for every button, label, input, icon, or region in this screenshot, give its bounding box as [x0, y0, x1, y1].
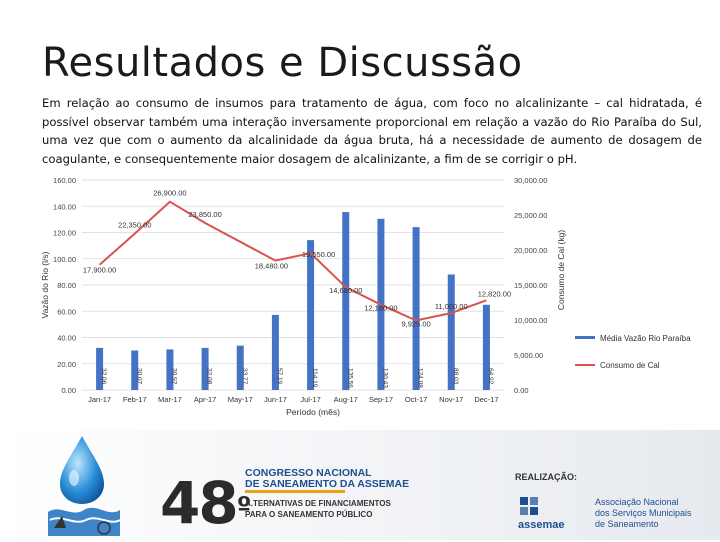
y-tick-label: 0.00 — [61, 386, 76, 395]
y2-tick-label: 15,000.00 — [514, 281, 547, 290]
assoc-line-3: de Saneamento — [595, 519, 659, 529]
line-value-label: 26,900.00 — [153, 189, 186, 198]
line-series-path — [98, 200, 487, 322]
y-tick-label: 100.00 — [53, 255, 76, 264]
bar — [307, 240, 315, 390]
legend-bar-label: Média Vazão Rio Paraíba — [600, 334, 691, 343]
y-tick-label: 120.00 — [53, 229, 76, 238]
line-value-label: 23,850.00 — [188, 210, 221, 219]
bar — [412, 227, 420, 390]
congress-name: CONGRESSO NACIONAL DE SANEAMENTO DA ASSE… — [245, 468, 409, 520]
y2-tick-label: 5,000.00 — [514, 351, 543, 360]
x-tick-label: Jun-17 — [264, 395, 287, 404]
y2-axis-title: Consumo de Cal (kg) — [556, 230, 566, 310]
bar-value-label: 135.56 — [346, 368, 353, 388]
bar-value-label: 32.06 — [100, 368, 107, 385]
x-tick-label: May-17 — [228, 395, 253, 404]
congress-line-1: CONGRESSO NACIONAL — [245, 467, 372, 479]
y-tick-label: 40.00 — [57, 334, 76, 343]
bar — [236, 345, 244, 390]
realizacao-label: REALIZAÇÃO: — [515, 472, 577, 482]
slide-title: Resultados e Discussão — [42, 40, 523, 86]
x-tick-label: Dec-17 — [474, 395, 498, 404]
bar-value-label: 64.92 — [487, 368, 494, 385]
bar-value-label: 30.92 — [170, 368, 177, 385]
y2-tick-label: 0.00 — [514, 386, 529, 395]
bar-value-label: 88.03 — [452, 368, 459, 385]
edition-suffix: º — [236, 492, 252, 522]
y2-tick-label: 10,000.00 — [514, 316, 547, 325]
assemae-logo: assemae — [518, 495, 578, 531]
line-value-label: 12,180.00 — [364, 304, 397, 313]
x-tick-label: Sep-17 — [369, 395, 393, 404]
x-tick-label: Nov-17 — [439, 395, 463, 404]
x-tick-label: Apr-17 — [194, 395, 217, 404]
line-value-label: 12,820.00 — [478, 289, 511, 298]
x-tick-label: Aug-17 — [334, 395, 358, 404]
line-value-label: 11,000.00 — [435, 302, 468, 311]
x-tick-label: Jul-17 — [300, 395, 320, 404]
line-value-label: 17,900.00 — [83, 266, 116, 275]
assoc-line-1: Associação Nacional — [595, 497, 679, 507]
association-name: Associação Nacional dos Serviços Municip… — [595, 497, 692, 530]
edition-digits: 48 — [160, 469, 239, 537]
y-tick-label: 80.00 — [57, 281, 76, 290]
bar — [482, 304, 490, 390]
bar-value-label: 33.77 — [241, 368, 248, 385]
x-tick-label: Mar-17 — [158, 395, 182, 404]
bar-value-label: 124.08 — [417, 368, 424, 388]
y2-tick-label: 20,000.00 — [514, 246, 547, 255]
combo-chart: 0.00 20.00 40.00 60.00 80.00 100.00 120.00 140.… — [40, 176, 691, 417]
theme-line-1: A.TERNATIVAS DE FINANCIAMENTOS — [245, 499, 391, 508]
bar — [131, 350, 139, 390]
assemae-wordmark: assemae — [518, 519, 565, 531]
y2-tick-label: 25,000.00 — [514, 211, 547, 220]
edition-number: 48º — [160, 474, 252, 532]
legend-bar-swatch — [575, 336, 595, 339]
bar — [342, 212, 350, 390]
assoc-line-2: dos Serviços Municipais — [595, 508, 692, 518]
bar-value-label: 57.19 — [276, 368, 283, 385]
y-tick-label: 140.00 — [53, 202, 76, 211]
bar-value-label: 114.19 — [311, 368, 318, 388]
line-value-label: 14,680.00 — [329, 286, 362, 295]
bar — [271, 314, 279, 390]
intro-paragraph: Em relação ao consumo de insumos para tr… — [42, 96, 702, 166]
bar-value-label: 30.07 — [135, 368, 142, 385]
line-value-label: 19,550.00 — [302, 250, 335, 259]
congress-divider — [245, 490, 345, 493]
y-tick-label: 160.00 — [53, 176, 76, 185]
theme-line-2: PARA O SANEAMENTO PÚBLICO — [245, 510, 373, 519]
bar — [447, 274, 455, 390]
bar — [166, 349, 174, 390]
line-value-label: 9,925.00 — [401, 320, 430, 329]
congress-line-2: DE SANEAMENTO DA ASSEMAE — [245, 478, 410, 490]
bar — [201, 347, 209, 390]
x-tick-label: Jan-17 — [88, 395, 111, 404]
legend-line-label: Consumo de Cal — [600, 361, 660, 370]
line-value-label: 22,350.00 — [118, 221, 151, 230]
y-tick-label: 20.00 — [57, 360, 76, 369]
bar — [96, 347, 104, 390]
x-tick-label: Feb-17 — [123, 395, 147, 404]
line-value-label: 18,480.00 — [255, 262, 288, 271]
x-tick-label: Oct-17 — [405, 395, 428, 404]
y2-tick-label: 30,000.00 — [514, 176, 547, 185]
x-axis-title: Período (mês) — [286, 407, 340, 417]
bar-value-label: 32.08 — [206, 368, 213, 385]
y-tick-label: 60.00 — [57, 307, 76, 316]
bar-value-label: 130.43 — [381, 368, 388, 388]
water-drop-logo — [40, 432, 125, 538]
y-axis-title: Vazão do Rio (l/s) — [40, 251, 50, 318]
